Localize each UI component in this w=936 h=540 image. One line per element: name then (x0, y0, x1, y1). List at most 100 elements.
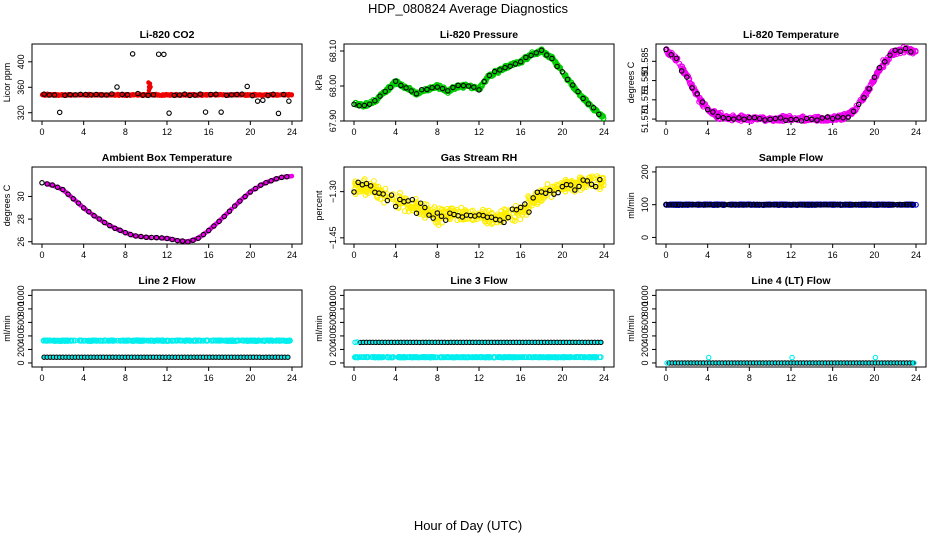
data-point (164, 235, 170, 242)
data-point (789, 116, 796, 123)
data-point (678, 68, 685, 74)
data-point (665, 51, 672, 58)
data-point (424, 86, 430, 93)
data-point (226, 208, 233, 214)
data-point (109, 91, 115, 97)
data-point (67, 91, 73, 98)
series-temp-avg (663, 45, 914, 124)
data-point (599, 112, 605, 119)
x-tick-label: 16 (828, 373, 838, 383)
data-point (51, 92, 58, 98)
data-point (845, 114, 852, 120)
data-point (114, 84, 120, 90)
data-point (181, 91, 188, 97)
y-tick-label: 360 (16, 80, 26, 95)
y-tick-label: 320 (16, 105, 26, 120)
x-tick-label: 24 (599, 127, 609, 137)
data-point (70, 195, 77, 202)
data-point (140, 92, 146, 98)
data-point (788, 116, 794, 123)
data-point (115, 92, 120, 97)
x-tick-label: 8 (435, 373, 440, 383)
x-tick-label: 0 (351, 250, 356, 260)
data-point (265, 92, 271, 99)
y-axis-label: degrees C (2, 184, 12, 226)
x-tick-label: 24 (287, 127, 297, 137)
page-title: HDP_080824 Average Diagnostics (368, 1, 568, 16)
data-point (512, 61, 519, 67)
data-point (377, 93, 383, 99)
data-point (523, 54, 529, 61)
data-point (244, 83, 250, 90)
data-point (715, 113, 721, 120)
data-point (533, 50, 540, 56)
y-tick-label: 1000 (328, 285, 338, 305)
data-point (356, 103, 362, 109)
y-tick-label: 0 (640, 360, 650, 365)
data-point (403, 85, 409, 91)
data-point (559, 69, 566, 75)
data-point (133, 233, 139, 239)
data-point (205, 227, 212, 234)
data-point (429, 84, 435, 91)
data-point (103, 92, 110, 98)
data-point (202, 109, 209, 115)
data-point (689, 85, 695, 91)
x-tick-label: 12 (786, 127, 796, 137)
data-point (872, 354, 879, 361)
y-axis-label: ml/min (2, 315, 12, 342)
data-point (213, 91, 219, 97)
data-point (881, 59, 888, 65)
x-tick-label: 4 (393, 373, 398, 383)
data-point (176, 92, 183, 98)
panel-title: Li-820 CO2 (140, 29, 195, 41)
x-tick-label: 12 (786, 250, 796, 260)
data-point (897, 48, 904, 54)
data-point (450, 84, 456, 91)
data-point (439, 85, 446, 92)
y-tick-label: 67.90 (328, 110, 338, 133)
x-tick-label: 0 (351, 127, 356, 137)
data-point (171, 92, 178, 99)
panel-title: Sample Flow (759, 152, 824, 164)
data-point (44, 181, 50, 187)
panel-title: Line 4 (LT) Flow (751, 275, 831, 287)
data-point (129, 51, 136, 57)
x-tick-label: 20 (557, 127, 567, 137)
data-point (200, 231, 207, 238)
y-axis-label: degrees C (626, 61, 636, 103)
data-point (871, 74, 878, 80)
data-point (481, 78, 487, 85)
data-point (585, 101, 592, 107)
data-point (699, 101, 706, 108)
x-tick-label: 0 (663, 250, 668, 260)
data-point (590, 104, 597, 111)
series-rh-1-s- (351, 173, 607, 229)
data-point (153, 234, 160, 241)
data-point (268, 178, 274, 184)
x-axis-title: Hour of Day (UTC) (413, 518, 523, 533)
x-tick-label: 8 (747, 373, 752, 383)
data-point (502, 64, 508, 71)
plot-frame (31, 43, 303, 122)
data-point (777, 116, 784, 123)
data-point (49, 182, 56, 188)
data-point (777, 115, 784, 121)
series-pressure-avg (351, 47, 602, 118)
data-point (76, 200, 81, 206)
data-point (234, 91, 240, 98)
data-point (72, 92, 79, 98)
x-tick-label: 16 (828, 127, 838, 137)
data-point (196, 236, 201, 241)
data-point (398, 82, 404, 89)
series-rh-avg (351, 176, 603, 226)
data-point (65, 191, 71, 197)
data-point (408, 88, 415, 94)
data-point (710, 109, 716, 115)
data-point (554, 63, 560, 70)
x-tick-label: 8 (123, 250, 128, 260)
x-tick-label: 8 (123, 127, 128, 137)
x-tick-label: 24 (287, 250, 297, 260)
